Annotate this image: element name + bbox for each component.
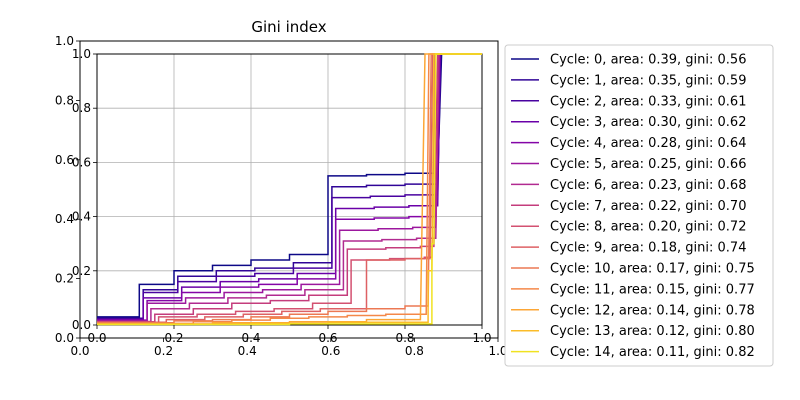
inner-x-tick-label: 0.2 xyxy=(164,331,183,345)
series-line-cycle-4 xyxy=(97,53,482,321)
inner-x-tick-label: 1.0 xyxy=(472,331,491,345)
series-line-cycle-5 xyxy=(97,53,482,322)
legend-label: Cycle: 11, area: 0.15, gini: 0.77 xyxy=(550,282,755,297)
legend-label: Cycle: 12, area: 0.14, gini: 0.78 xyxy=(550,303,755,318)
legend-label: Cycle: 5, area: 0.25, gini: 0.66 xyxy=(550,157,746,172)
legend-box xyxy=(504,44,774,367)
outer-y-tick-label: 0.2 xyxy=(55,272,74,286)
legend-label: Cycle: 4, area: 0.28, gini: 0.64 xyxy=(550,136,746,151)
chart-title: Gini index xyxy=(251,18,326,36)
outer-y-tick-label: 0.4 xyxy=(55,212,74,226)
series-line-cycle-11 xyxy=(97,53,482,325)
outer-x-tick-label: 0.6 xyxy=(321,344,340,358)
outer-x-tick-label: 0.2 xyxy=(154,344,173,358)
inner-x-tick-label: 0.0 xyxy=(87,331,106,345)
series-line-cycle-10 xyxy=(97,53,482,324)
tick-labels: 0.0 0.2 0.4 0.6 0.8 1.00.0 0.2 0.4 0.6 0.8 1.00.00… xyxy=(55,34,508,358)
legend-label: Cycle: 0, area: 0.39, gini: 0.56 xyxy=(550,53,746,68)
outer-y-tick-label: 0.6 xyxy=(55,153,74,167)
legend-label: Cycle: 13, area: 0.12, gini: 0.80 xyxy=(550,324,755,339)
legend-label: Cycle: 14, area: 0.11, gini: 0.82 xyxy=(550,345,755,360)
outer-axes xyxy=(79,40,499,339)
legend-label: Cycle: 1, area: 0.35, gini: 0.59 xyxy=(550,73,746,88)
outer-y-tick-label: 0.0 xyxy=(55,331,74,345)
inner-y-tick-label: 0.8 xyxy=(72,101,91,115)
series-line-cycle-9 xyxy=(97,53,482,324)
series-lines xyxy=(97,53,482,326)
inner-y-tick-label: 0.2 xyxy=(72,264,91,278)
inner-y-tick-label: 0.4 xyxy=(72,210,91,224)
inner-y-tick-label: 0.0 xyxy=(72,318,91,332)
inner-y-tick-label: 1.0 xyxy=(72,47,91,61)
series-line-cycle-14 xyxy=(97,53,482,326)
inner-axes xyxy=(96,53,483,326)
series-line-cycle-8 xyxy=(97,53,482,324)
legend-label: Cycle: 7, area: 0.22, gini: 0.70 xyxy=(550,199,746,214)
legend-label: Cycle: 3, area: 0.30, gini: 0.62 xyxy=(550,115,746,130)
legend-label: Cycle: 8, area: 0.20, gini: 0.72 xyxy=(550,220,746,235)
outer-x-tick-label: 1.0 xyxy=(488,344,507,358)
inner-plot-background xyxy=(97,54,482,325)
legend-label: Cycle: 2, area: 0.33, gini: 0.61 xyxy=(550,94,746,109)
legend-label: Cycle: 10, area: 0.17, gini: 0.75 xyxy=(550,262,755,277)
series-line-cycle-7 xyxy=(97,53,482,323)
outer-x-tick-label: 0.0 xyxy=(70,344,89,358)
series-line-cycle-2 xyxy=(97,53,482,320)
inner-x-tick-label: 0.8 xyxy=(395,331,414,345)
series-line-cycle-0 xyxy=(97,53,482,318)
outer-axes-frame xyxy=(79,40,499,339)
outer-x-tick-label: 0.4 xyxy=(238,344,257,358)
inner-x-tick-label: 0.4 xyxy=(241,331,260,345)
outer-y-tick-label: 1.0 xyxy=(55,34,74,48)
outer-y-tick-label: 0.8 xyxy=(55,93,74,107)
legend-label: Cycle: 9, area: 0.18, gini: 0.74 xyxy=(550,241,746,256)
series-line-cycle-6 xyxy=(97,53,482,323)
legend: Cycle: 0, area: 0.39, gini: 0.56 Cycle: 1… xyxy=(504,44,774,367)
inner-x-tick-label: 0.6 xyxy=(318,331,337,345)
inner-y-tick-label: 0.6 xyxy=(72,155,91,169)
legend-label: Cycle: 6, area: 0.23, gini: 0.68 xyxy=(550,178,746,193)
outer-x-tick-label: 0.8 xyxy=(405,344,424,358)
legend-entries: Cycle: 0, area: 0.39, gini: 0.56 Cycle: 1… xyxy=(511,53,755,360)
